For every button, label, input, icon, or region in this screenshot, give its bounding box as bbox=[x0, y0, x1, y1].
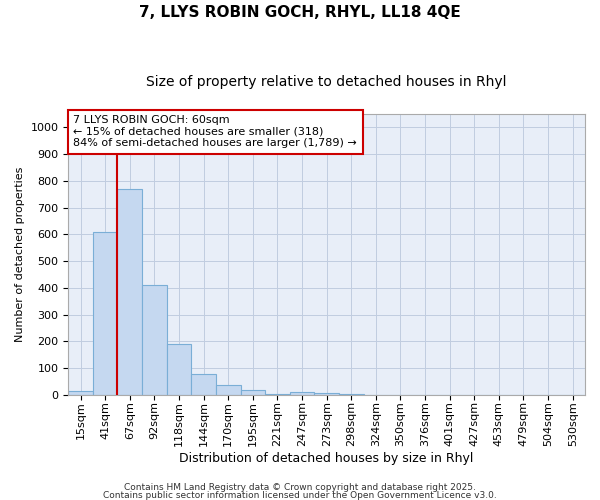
X-axis label: Distribution of detached houses by size in Rhyl: Distribution of detached houses by size … bbox=[179, 452, 474, 465]
Bar bbox=[191, 374, 216, 395]
Bar bbox=[241, 390, 265, 395]
Text: 7, LLYS ROBIN GOCH, RHYL, LL18 4QE: 7, LLYS ROBIN GOCH, RHYL, LL18 4QE bbox=[139, 5, 461, 20]
Bar bbox=[216, 385, 241, 395]
Title: Size of property relative to detached houses in Rhyl: Size of property relative to detached ho… bbox=[146, 75, 507, 89]
Bar bbox=[290, 392, 314, 395]
Text: Contains public sector information licensed under the Open Government Licence v3: Contains public sector information licen… bbox=[103, 491, 497, 500]
Bar bbox=[142, 285, 167, 395]
Bar bbox=[314, 393, 339, 395]
Bar bbox=[118, 189, 142, 395]
Y-axis label: Number of detached properties: Number of detached properties bbox=[15, 166, 25, 342]
Text: 7 LLYS ROBIN GOCH: 60sqm
← 15% of detached houses are smaller (318)
84% of semi-: 7 LLYS ROBIN GOCH: 60sqm ← 15% of detach… bbox=[73, 115, 357, 148]
Bar bbox=[68, 391, 93, 395]
Text: Contains HM Land Registry data © Crown copyright and database right 2025.: Contains HM Land Registry data © Crown c… bbox=[124, 484, 476, 492]
Bar bbox=[339, 394, 364, 395]
Bar bbox=[167, 344, 191, 395]
Bar bbox=[93, 232, 118, 395]
Bar bbox=[265, 394, 290, 395]
